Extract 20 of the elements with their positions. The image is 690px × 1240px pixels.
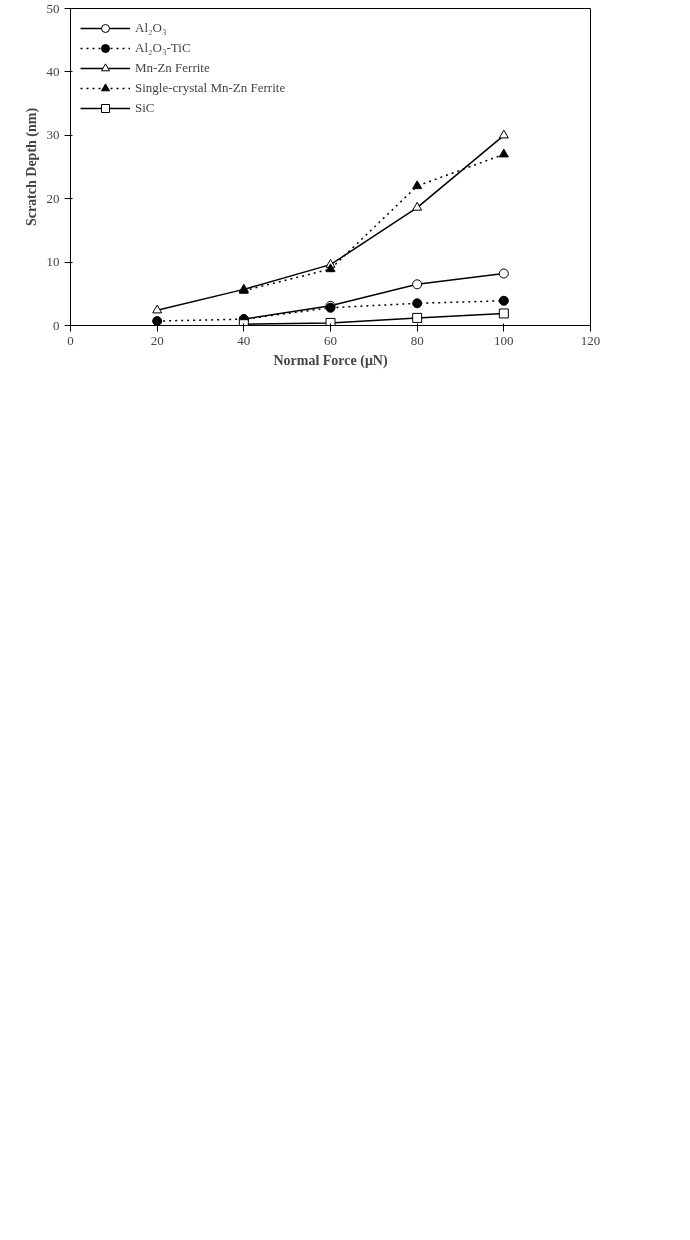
x-tick-label: 0 [67,332,74,348]
x-tick-label: 60 [324,332,337,348]
y-tick-label: 30 [46,127,60,143]
y-tick-label: 50 [46,0,60,16]
y-axis-title: Scratch Depth (nm) [23,107,40,227]
legend-label: Al₂O₃-TiC [135,40,191,56]
x-axis-title: Normal Force (μN) [273,352,388,369]
x-tick-label: 20 [150,332,164,348]
x-tick-label: 100 [494,332,514,348]
legend-label: Single-crystal Mn-Zn Ferrite [135,80,286,96]
y-tick-label: 10 [46,254,60,270]
y-tick-label: 40 [46,63,60,79]
legend-label: Al₂O₃ [135,20,167,36]
y-tick-label: 20 [46,190,60,206]
x-tick-label: 40 [237,332,251,348]
legend-label: Mn-Zn Ferrite [135,60,210,76]
x-tick-label: 80 [410,332,424,348]
x-tick-label: 120 [580,332,601,348]
y-tick-label: 0 [53,317,60,333]
legend-label: SiC [135,100,155,116]
